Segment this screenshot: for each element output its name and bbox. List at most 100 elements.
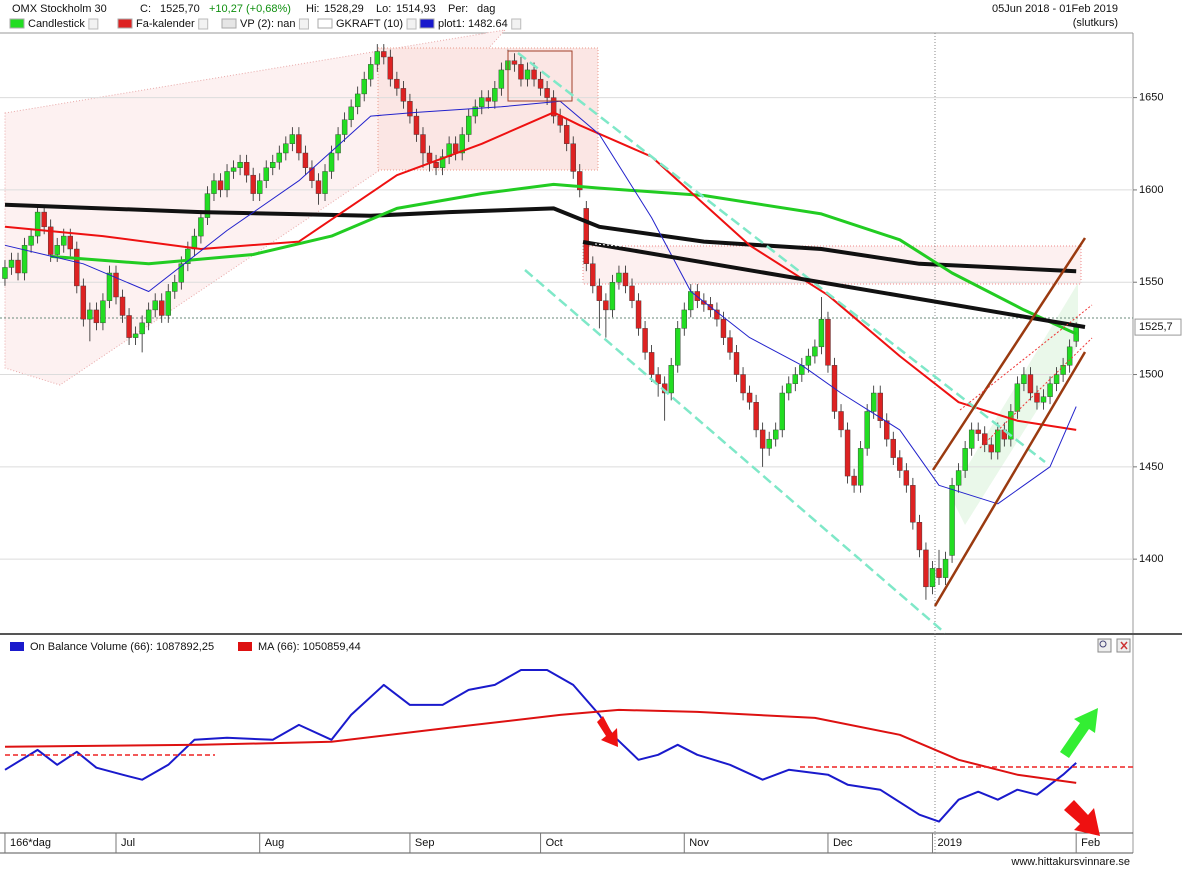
candle-body	[537, 78, 544, 89]
candle-body	[727, 337, 733, 353]
legend-label[interactable]: Fa-kalender	[136, 18, 195, 30]
candle-body	[309, 167, 315, 181]
candle-body	[426, 152, 433, 163]
candle-body	[988, 444, 994, 453]
candle-body	[524, 69, 531, 80]
legend-dropdown[interactable]	[406, 18, 417, 30]
candle-body	[296, 134, 302, 154]
candle-body	[903, 470, 910, 486]
legend-label[interactable]: VP (2): nan	[240, 18, 295, 30]
shaded-box	[377, 47, 599, 171]
candle-body	[609, 282, 616, 311]
y-tick-label: 1500	[1139, 368, 1163, 380]
candle-body	[74, 248, 80, 287]
candle-body	[178, 263, 185, 283]
candle-body	[250, 174, 256, 194]
candle-body	[818, 318, 825, 348]
candle-body	[152, 300, 158, 311]
legend-swatch	[221, 18, 237, 29]
candle-body	[80, 285, 87, 320]
candle-body	[368, 64, 374, 80]
legend-swatch	[9, 18, 25, 29]
y-tick-label: 1450	[1139, 461, 1163, 473]
candle-body	[1008, 411, 1014, 440]
low-value: 1514,93	[396, 3, 436, 15]
candle-body	[8, 259, 15, 268]
legend-label[interactable]: plot1: 1482.64	[438, 18, 508, 30]
legend-label[interactable]: Candlestick	[28, 18, 85, 30]
candle-body	[897, 457, 903, 471]
candle-body	[857, 448, 864, 486]
candle-body	[198, 217, 204, 237]
candle-body	[648, 352, 655, 375]
x-tick-label: Oct	[546, 837, 563, 849]
candle-body	[1066, 346, 1073, 366]
candle-body	[884, 420, 890, 440]
moving-average	[50, 182, 1077, 336]
indicator-line	[4, 669, 1077, 823]
candle-body	[413, 115, 420, 135]
arrow-up	[1060, 708, 1098, 758]
candle-body	[433, 162, 439, 168]
legend-label[interactable]: GKRAFT (10)	[336, 18, 403, 30]
candle-body	[616, 272, 622, 283]
candle-body	[172, 282, 178, 292]
x-tick-label: Sep	[415, 837, 435, 849]
candle-body	[1014, 383, 1021, 412]
candle-body	[968, 429, 975, 449]
candle-body	[341, 119, 348, 135]
chart-title: OMX Stockholm 30	[12, 3, 107, 15]
candle-body	[28, 235, 34, 246]
candle-body	[746, 392, 753, 403]
x-tick-label: Aug	[265, 837, 285, 849]
moving-average	[4, 111, 1077, 431]
legend-dropdown[interactable]	[198, 18, 209, 30]
candle-body	[570, 143, 576, 172]
candle-body	[61, 235, 67, 246]
candle-body	[374, 51, 380, 65]
trend-line	[524, 269, 946, 634]
candle-body	[315, 180, 322, 194]
legend-swatch	[317, 18, 333, 29]
candle-body	[753, 402, 759, 431]
candle-body	[466, 115, 472, 135]
legend-swatch	[117, 18, 133, 29]
channel-line	[931, 237, 1087, 471]
candle-body	[492, 88, 498, 102]
low-label: Lo:	[376, 3, 391, 15]
legend-swatch	[10, 642, 24, 651]
legend-swatch	[238, 642, 252, 651]
candle-body	[34, 211, 41, 237]
arrow-down	[597, 716, 618, 747]
candle-body	[675, 328, 681, 366]
candle-body	[381, 51, 387, 58]
candle-body	[870, 392, 877, 412]
candle-body	[159, 300, 165, 316]
trend-line	[582, 240, 1086, 329]
candle-body	[773, 429, 779, 440]
indicator-line	[4, 708, 1077, 784]
candle-body	[544, 88, 550, 98]
candle-body	[720, 318, 727, 338]
candle-body	[511, 60, 518, 65]
candle-body	[217, 180, 224, 191]
candle-body	[1021, 374, 1027, 384]
box-drawing	[507, 50, 573, 102]
candle-body	[1060, 365, 1066, 375]
legend-dropdown[interactable]	[511, 18, 522, 30]
legend-dropdown[interactable]	[298, 18, 309, 30]
candle-body	[263, 167, 269, 181]
last-price-tag	[1134, 318, 1182, 336]
candle-body	[87, 309, 93, 320]
legend-dropdown[interactable]	[88, 18, 99, 30]
candle-body	[929, 568, 936, 588]
zoom-icon	[1099, 640, 1107, 648]
candle-body	[766, 438, 772, 449]
high-value: 1528,29	[324, 3, 364, 15]
zoom-button[interactable]	[1097, 638, 1112, 653]
candle-body	[132, 333, 139, 338]
candle-body	[322, 171, 328, 194]
candle-body	[877, 392, 883, 421]
